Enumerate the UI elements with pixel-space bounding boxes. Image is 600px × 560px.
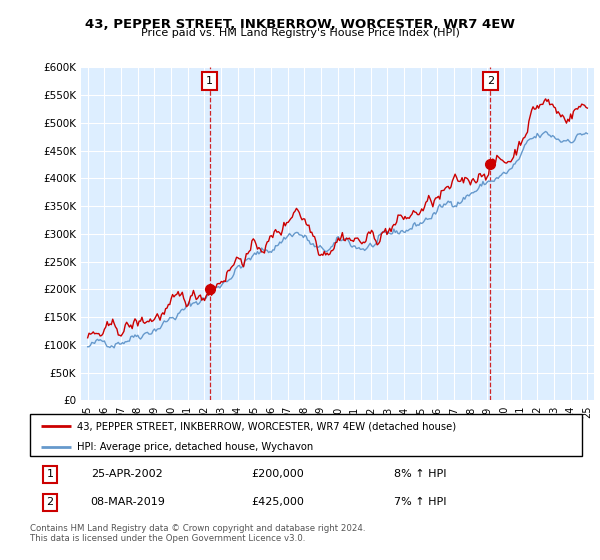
Text: Contains HM Land Registry data © Crown copyright and database right 2024.
This d: Contains HM Land Registry data © Crown c…	[30, 524, 365, 543]
Text: £200,000: £200,000	[251, 469, 304, 479]
Text: 2: 2	[47, 497, 53, 507]
Text: 1: 1	[47, 469, 53, 479]
Text: 2: 2	[487, 76, 494, 86]
Text: 8% ↑ HPI: 8% ↑ HPI	[394, 469, 447, 479]
Text: 43, PEPPER STREET, INKBERROW, WORCESTER, WR7 4EW: 43, PEPPER STREET, INKBERROW, WORCESTER,…	[85, 18, 515, 31]
Text: Price paid vs. HM Land Registry's House Price Index (HPI): Price paid vs. HM Land Registry's House …	[140, 28, 460, 38]
Text: £425,000: £425,000	[251, 497, 304, 507]
Text: 08-MAR-2019: 08-MAR-2019	[91, 497, 166, 507]
Text: 1: 1	[206, 76, 213, 86]
Text: 25-APR-2002: 25-APR-2002	[91, 469, 163, 479]
Text: HPI: Average price, detached house, Wychavon: HPI: Average price, detached house, Wych…	[77, 442, 313, 452]
Text: 43, PEPPER STREET, INKBERROW, WORCESTER, WR7 4EW (detached house): 43, PEPPER STREET, INKBERROW, WORCESTER,…	[77, 421, 456, 431]
Text: 7% ↑ HPI: 7% ↑ HPI	[394, 497, 447, 507]
